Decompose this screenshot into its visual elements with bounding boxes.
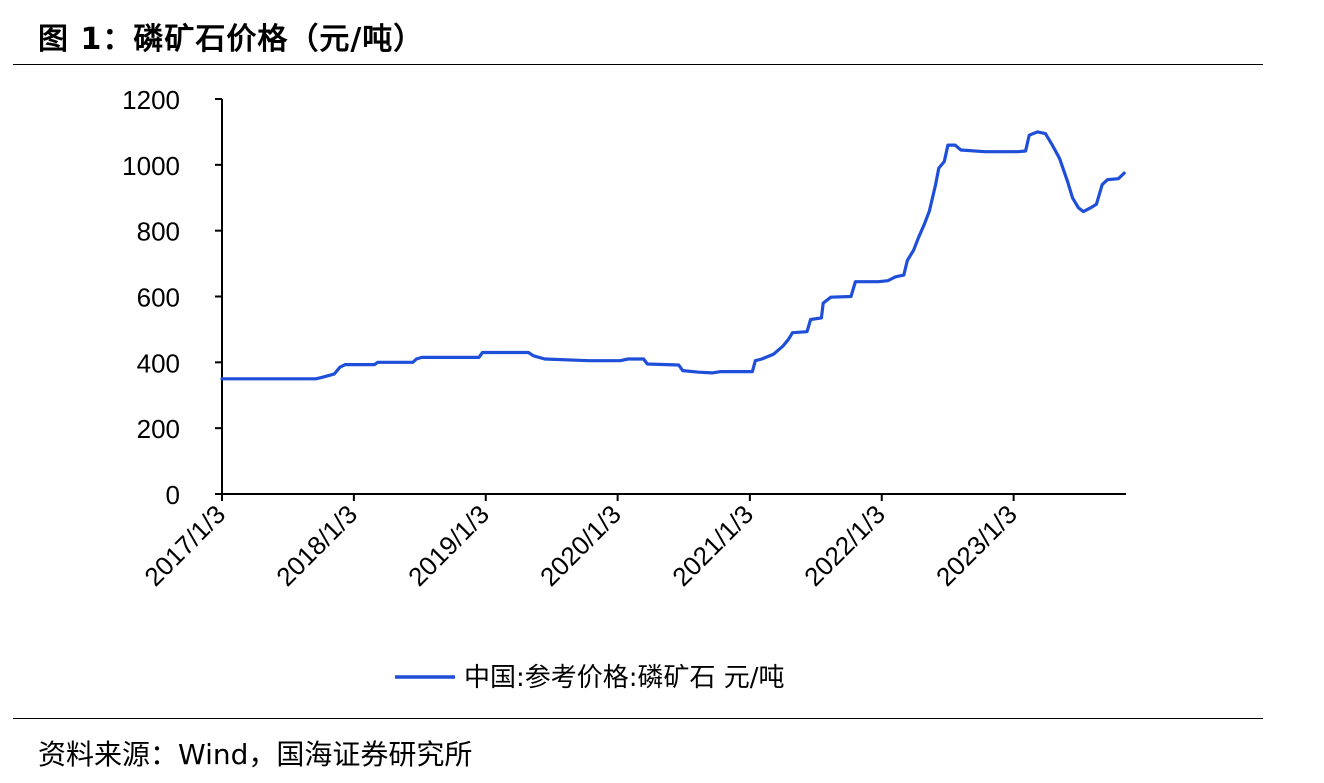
x-tick-label: 2023/1/3	[930, 499, 1023, 592]
chart-axes	[221, 99, 1126, 495]
x-tick-label: 2020/1/3	[534, 499, 627, 592]
x-tick-label: 2021/1/3	[666, 499, 759, 592]
x-tick-label: 2018/1/3	[270, 499, 363, 592]
x-tick-label: 2019/1/3	[402, 499, 495, 592]
legend-label: 中国:参考价格:磷矿石 元/吨	[464, 663, 785, 693]
y-axis-ticks: 0 200 400 600 800 1000 1200	[122, 85, 222, 510]
series-line	[220, 130, 1126, 381]
bottom-rule	[13, 718, 1263, 719]
y-tick-label: 400	[137, 348, 180, 378]
y-tick-label: 1000	[122, 151, 180, 181]
y-tick-label: 1200	[122, 85, 180, 115]
source-note: 资料来源：Wind，国海证券研究所	[38, 738, 473, 771]
y-tick-label: 200	[137, 414, 180, 444]
x-axis-ticks: 2017/1/3 2018/1/3 2019/1/3 2020/1/3 2021/1/3…	[138, 494, 1023, 592]
top-rule	[13, 64, 1263, 65]
y-tick-label: 600	[137, 283, 180, 313]
y-tick-label: 0	[166, 480, 180, 510]
x-tick-label: 2017/1/3	[138, 499, 231, 592]
legend: 中国:参考价格:磷矿石 元/吨	[395, 663, 785, 693]
y-tick-label: 800	[137, 217, 180, 247]
figure-title: 图 1：磷矿石价格（元/吨）	[38, 22, 425, 57]
x-tick-label: 2022/1/3	[798, 499, 891, 592]
